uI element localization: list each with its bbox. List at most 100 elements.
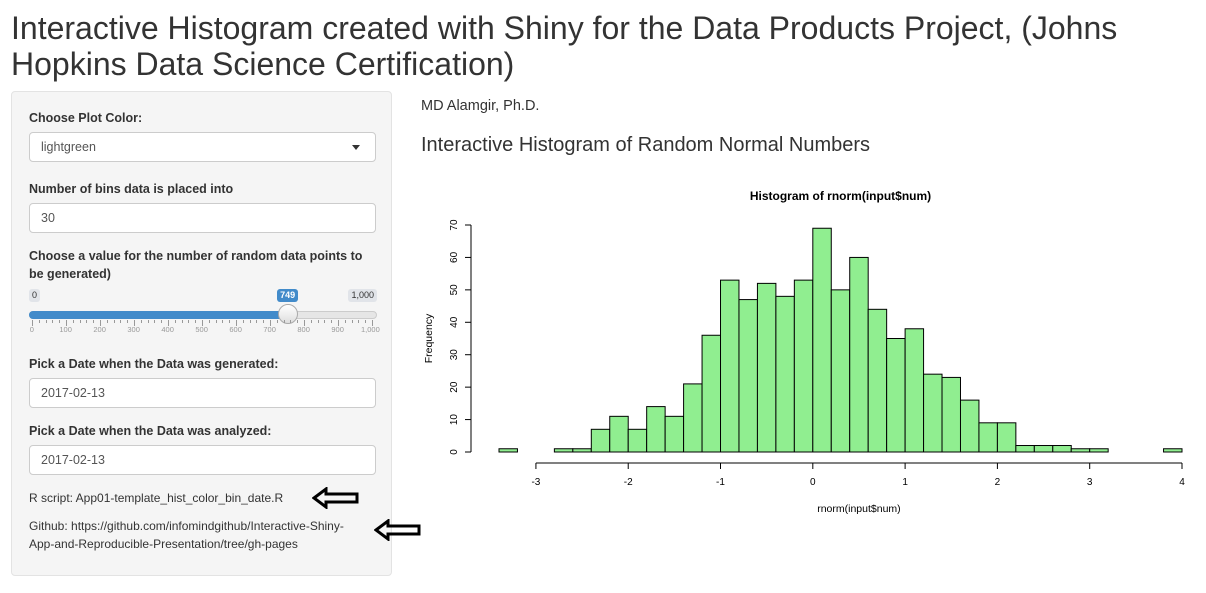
slider-tick: [161, 320, 163, 323]
slider-tick: [331, 320, 333, 323]
slider-tick: [297, 320, 299, 323]
slider-tick: [283, 320, 285, 323]
slider-tick: [113, 320, 115, 323]
y-tick-label: 20: [449, 381, 460, 393]
slider-tick: [168, 320, 169, 326]
slider-tick: [215, 320, 217, 323]
histogram-bar: [775, 295, 795, 453]
slider-min-label: 0: [29, 289, 41, 302]
y-tick-label: 10: [449, 414, 460, 426]
slider-tick: [66, 320, 67, 326]
slider-tick: [154, 320, 156, 323]
date-analyzed-input[interactable]: 2017-02-13: [29, 445, 376, 475]
slider-tick: [351, 320, 353, 323]
slider-handle[interactable]: [278, 304, 299, 324]
slider-tick: [59, 320, 61, 323]
date-generated-input[interactable]: 2017-02-13: [29, 378, 376, 408]
histogram-bar: [886, 338, 906, 453]
histogram-bar: [1015, 445, 1035, 453]
slider-tick: [222, 320, 224, 323]
histogram-bar: [1070, 448, 1091, 453]
histogram-bar: [959, 399, 980, 453]
sidebar-panel: Choose Plot Color: lightgreen Number of …: [11, 91, 392, 576]
plot-color-value: lightgreen: [41, 140, 96, 154]
rscript-text: R script: App01-template_hist_color_bin_…: [29, 491, 284, 505]
y-tick-label: 70: [449, 219, 460, 231]
date-generated-label: Pick a Date when the Data was generated:: [29, 357, 279, 371]
y-tick-label: 0: [449, 449, 460, 455]
histogram-chart: Histogram of rnorm(input$num) -3 -2 -1 0 1 2 3 4…: [423, 189, 1185, 515]
github-text-line2: App-and-Reproducible-Presentation/tree/g…: [29, 537, 298, 551]
slider-grid-label: 200: [93, 325, 106, 334]
slider-max-label: 1,000: [348, 289, 377, 302]
slider-grid-label: 500: [195, 325, 208, 334]
histogram-bar: [867, 308, 888, 453]
histogram-bar: [756, 282, 777, 453]
slider-grid-label: 800: [297, 325, 310, 334]
histogram-bar: [849, 256, 869, 453]
slider-tick: [276, 320, 278, 323]
x-tick-label: -3: [531, 477, 540, 488]
slider-grid-label: 400: [161, 325, 174, 334]
histogram-bar: [941, 376, 961, 453]
slider-fill: [29, 311, 289, 319]
date-analyzed-label: Pick a Date when the Data was analyzed:: [29, 424, 272, 438]
bins-input[interactable]: 30: [29, 203, 376, 233]
slider-tick: [45, 320, 47, 323]
histogram-bar: [904, 328, 925, 453]
slider-tick: [310, 320, 312, 323]
slider-tick: [338, 320, 339, 326]
slider-tick: [365, 320, 367, 323]
x-tick-label: 1: [902, 477, 908, 488]
slider-tick: [270, 320, 271, 326]
slider-tick: [120, 320, 122, 323]
histogram-bar: [1163, 448, 1183, 453]
x-tick-label: -1: [716, 477, 725, 488]
slider-tick: [208, 320, 210, 323]
slider-tick: [236, 320, 237, 326]
points-slider[interactable]: 0 1,000 749 0 100 200 300 400 500 600 700 800 900…: [29, 287, 380, 342]
bins-value: 30: [41, 211, 55, 225]
slider-grid-label: 600: [229, 325, 242, 334]
x-tick-label: 3: [1087, 477, 1093, 488]
y-tick-label: 50: [449, 284, 460, 296]
date-generated-value: 2017-02-13: [41, 386, 105, 400]
chevron-down-icon: [352, 145, 360, 150]
histogram-bar: [701, 334, 722, 453]
slider-tick: [140, 320, 142, 323]
y-tick-label: 30: [449, 349, 460, 361]
slider-grid-label: 700: [263, 325, 276, 334]
slider-tick: [181, 320, 183, 323]
slider-grid: [29, 320, 377, 330]
histogram-bar: [609, 415, 629, 453]
chart-title: Histogram of rnorm(input$num): [750, 189, 931, 203]
slider-tick: [174, 320, 176, 323]
slider-tick: [249, 320, 251, 323]
slider-tick: [324, 320, 326, 323]
slider-tick: [93, 320, 95, 323]
slider-tick: [32, 320, 33, 326]
slider-grid-label: 100: [59, 325, 72, 334]
slider-tick: [263, 320, 265, 323]
slider-grid-label: 300: [127, 325, 140, 334]
histogram-bar: [646, 406, 666, 453]
author-name: MD Alamgir, Ph.D.: [421, 98, 540, 114]
slider-tick: [134, 320, 135, 326]
x-tick-label: 4: [1179, 477, 1185, 488]
slider-tick: [38, 320, 40, 323]
histogram-bar: [1052, 445, 1072, 453]
page-title: Interactive Histogram created with Shiny…: [11, 10, 1118, 82]
slider-tick: [256, 320, 258, 323]
slider-tick: [100, 320, 101, 326]
histogram-bar: [1033, 445, 1054, 453]
slider-tick: [229, 320, 231, 323]
slider-tick: [106, 320, 108, 323]
histogram-bar: [590, 428, 611, 453]
plot-color-label: Choose Plot Color:: [29, 111, 143, 125]
plot-color-select[interactable]: lightgreen: [29, 132, 376, 162]
slider-value-label: 749: [277, 289, 299, 302]
points-label: Choose a value for the number of random …: [29, 249, 363, 281]
slider-tick: [147, 320, 149, 323]
slider-tick: [72, 320, 74, 323]
histogram-bar: [923, 373, 943, 453]
